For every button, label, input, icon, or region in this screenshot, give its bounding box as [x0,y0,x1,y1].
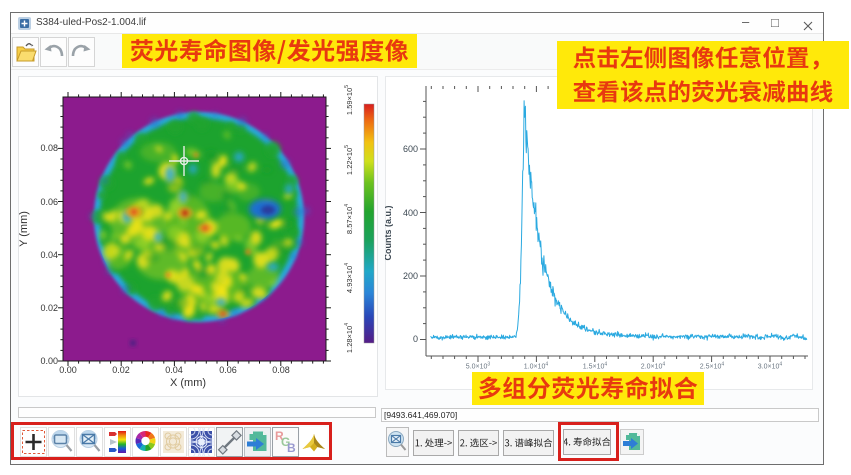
svg-text:1.22×105: 1.22×105 [344,145,354,175]
svg-text:1.59×105: 1.59×105 [344,85,354,115]
svg-text:4.93×104: 4.93×104 [344,263,354,293]
svg-text:0.02: 0.02 [112,365,130,375]
svg-text:200: 200 [403,271,418,281]
svg-text:3.0×104: 3.0×104 [758,362,783,371]
svg-text:B: B [287,441,296,455]
svg-text:1.5×104: 1.5×104 [583,362,608,371]
svg-text:X (mm): X (mm) [170,377,206,389]
svg-text:1.28×104: 1.28×104 [344,323,354,353]
svg-text:0.06: 0.06 [219,365,237,375]
svg-text:0.02: 0.02 [40,303,58,313]
svg-text:0.08: 0.08 [40,143,58,153]
svg-text:G: G [281,435,290,449]
svg-text:2.0×104: 2.0×104 [641,362,666,371]
svg-text:0.00: 0.00 [59,365,77,375]
svg-text:2.5×104: 2.5×104 [700,362,725,371]
svg-text:0.06: 0.06 [40,197,58,207]
svg-text:0.08: 0.08 [272,365,290,375]
svg-text:8.57×104: 8.57×104 [344,204,354,234]
svg-text:Counts (a.u.): Counts (a.u.) [385,206,393,261]
svg-text:1.0×104: 1.0×104 [524,362,549,371]
svg-text:0.00: 0.00 [40,356,58,366]
svg-text:0.04: 0.04 [165,365,183,375]
svg-text:400: 400 [403,208,418,218]
svg-text:R: R [275,429,284,443]
svg-text:Y (mm): Y (mm) [18,211,30,247]
svg-text:0.04: 0.04 [40,250,58,260]
svg-text:0: 0 [413,334,418,344]
svg-text:5.0×103: 5.0×103 [466,362,491,371]
svg-text:600: 600 [403,144,418,154]
